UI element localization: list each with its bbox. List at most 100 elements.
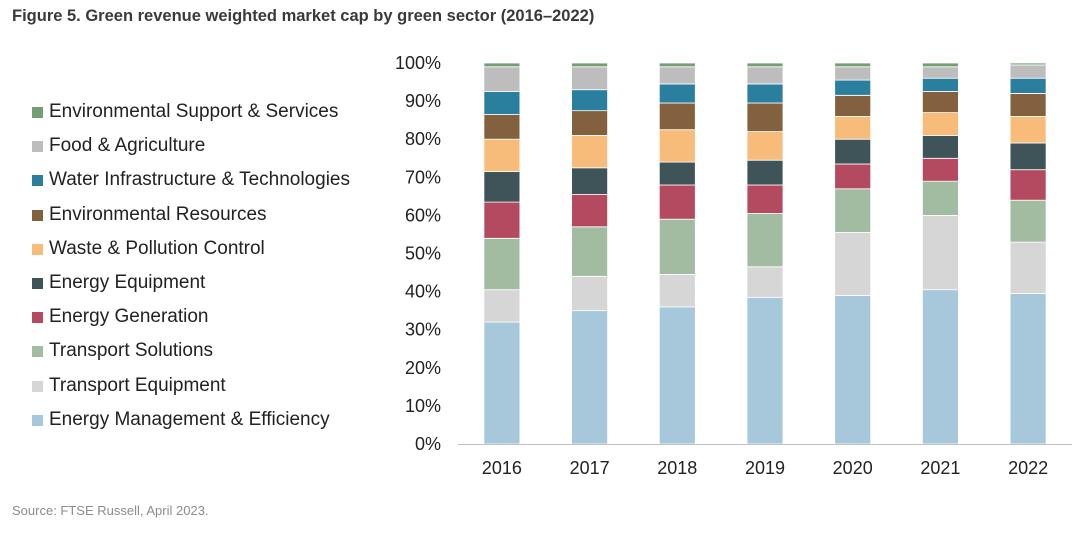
bar-segment: [571, 310, 608, 445]
bar-segment: [922, 62, 959, 68]
bar-segment: [922, 91, 959, 113]
legend-swatch: [32, 209, 43, 221]
bar-segment: [483, 62, 521, 68]
bar-segment: [1009, 115, 1047, 144]
legend-label: Energy Equipment: [49, 272, 206, 293]
source-note: Source: FTSE Russell, April 2023.: [12, 503, 209, 518]
y-tick-label: 90%: [405, 91, 441, 111]
bar-segment: [834, 294, 872, 445]
bar-segment: [746, 66, 784, 85]
y-tick-label: 50%: [405, 244, 441, 264]
bar-segment: [658, 184, 696, 220]
bar-segment: [571, 275, 608, 312]
legend-swatch: [32, 312, 43, 324]
bar-segment: [922, 289, 959, 445]
bar-segment: [922, 180, 959, 216]
bar-segment: [834, 79, 872, 96]
bar-segment: [834, 188, 872, 233]
bar-segment: [922, 77, 959, 92]
bar-segment: [1009, 169, 1047, 201]
y-tick-label: 80%: [405, 129, 441, 149]
bar-segment: [922, 214, 959, 291]
bar-segment: [746, 296, 784, 445]
y-tick-label: 60%: [405, 205, 441, 225]
bar-segment: [483, 321, 521, 445]
bar-segment: [571, 62, 608, 68]
bar-segment: [746, 159, 784, 186]
legend-label: Waste & Pollution Control: [49, 237, 265, 259]
bar-segment: [746, 83, 784, 104]
bar-segment: [483, 66, 521, 93]
legend-label: Food & Agriculture: [49, 135, 206, 157]
legend-swatch: [32, 243, 43, 255]
bar-segment: [834, 62, 872, 68]
bar-stack-2022: [1009, 62, 1047, 445]
bar-segment: [658, 83, 696, 104]
bar-segment: [483, 138, 521, 172]
bar-segment: [483, 201, 521, 239]
y-tick-label: 20%: [405, 358, 441, 378]
x-tick-label: 2016: [482, 458, 522, 478]
legend-swatch: [32, 175, 43, 187]
bar-segment: [658, 161, 696, 186]
legend-swatch: [32, 346, 43, 358]
bar-segment: [834, 95, 872, 117]
y-tick-label: 10%: [405, 396, 441, 416]
bar-segment: [658, 129, 696, 163]
bar-segment: [746, 213, 784, 268]
bar-stack-2017: [571, 62, 608, 445]
bar-stack-2018: [658, 62, 696, 445]
bar-segment: [1009, 293, 1047, 445]
bar-segment: [834, 163, 872, 190]
bar-segment: [571, 134, 608, 169]
bar-segment: [922, 112, 959, 136]
bar-segment: [571, 226, 608, 277]
legend-swatch: [32, 414, 43, 426]
bar-segment: [834, 232, 872, 296]
x-tick-label: 2018: [657, 458, 697, 478]
bar-segment: [1009, 199, 1047, 243]
bar-segment: [658, 274, 696, 308]
x-tick-label: 2017: [570, 458, 610, 478]
legend-label: Environmental Resources: [49, 203, 267, 225]
bar-segment: [658, 218, 696, 275]
bar-segment: [922, 134, 959, 159]
bar-segment: [658, 66, 696, 85]
legend-label: Transport Equipment: [49, 374, 226, 396]
page-title: Figure 5. Green revenue weighted market …: [12, 7, 595, 25]
bar-segment: [483, 114, 521, 140]
bar-stack-2021: [922, 62, 959, 445]
y-tick-label: 40%: [405, 282, 441, 302]
bar-segment: [571, 193, 608, 228]
bar-segment: [746, 62, 784, 68]
x-tick-label: 2022: [1008, 458, 1048, 478]
bar-segment: [922, 66, 959, 79]
bar-segment: [1009, 62, 1047, 66]
x-tick-label: 2020: [833, 458, 873, 478]
legend-swatch: [32, 380, 43, 392]
bar-segment: [483, 289, 521, 323]
bar-segment: [1009, 241, 1047, 294]
bar-segment: [746, 131, 784, 161]
legend-label: Environmental Support & Services: [49, 101, 339, 122]
bar-segment: [571, 167, 608, 195]
bar-segment: [834, 66, 872, 81]
bar-segment: [658, 306, 696, 445]
bar-segment: [571, 89, 608, 112]
y-tick-label: 30%: [405, 320, 441, 340]
bar-segment: [922, 157, 959, 182]
legend-label: Transport Solutions: [49, 340, 214, 362]
x-tick-label: 2019: [745, 458, 785, 478]
bar-segment: [834, 138, 872, 165]
bar-segment: [571, 66, 608, 91]
bar-segment: [483, 171, 521, 203]
x-tick-label: 2021: [920, 458, 960, 478]
bar-segment: [658, 102, 696, 131]
bar-stack-2019: [746, 62, 784, 445]
y-tick-label: 100%: [395, 53, 441, 73]
y-tick-label: 70%: [405, 167, 441, 187]
legend-label: Energy Generation: [49, 306, 209, 328]
bar-stack-2016: [483, 62, 521, 445]
legend-swatch: [32, 107, 43, 118]
